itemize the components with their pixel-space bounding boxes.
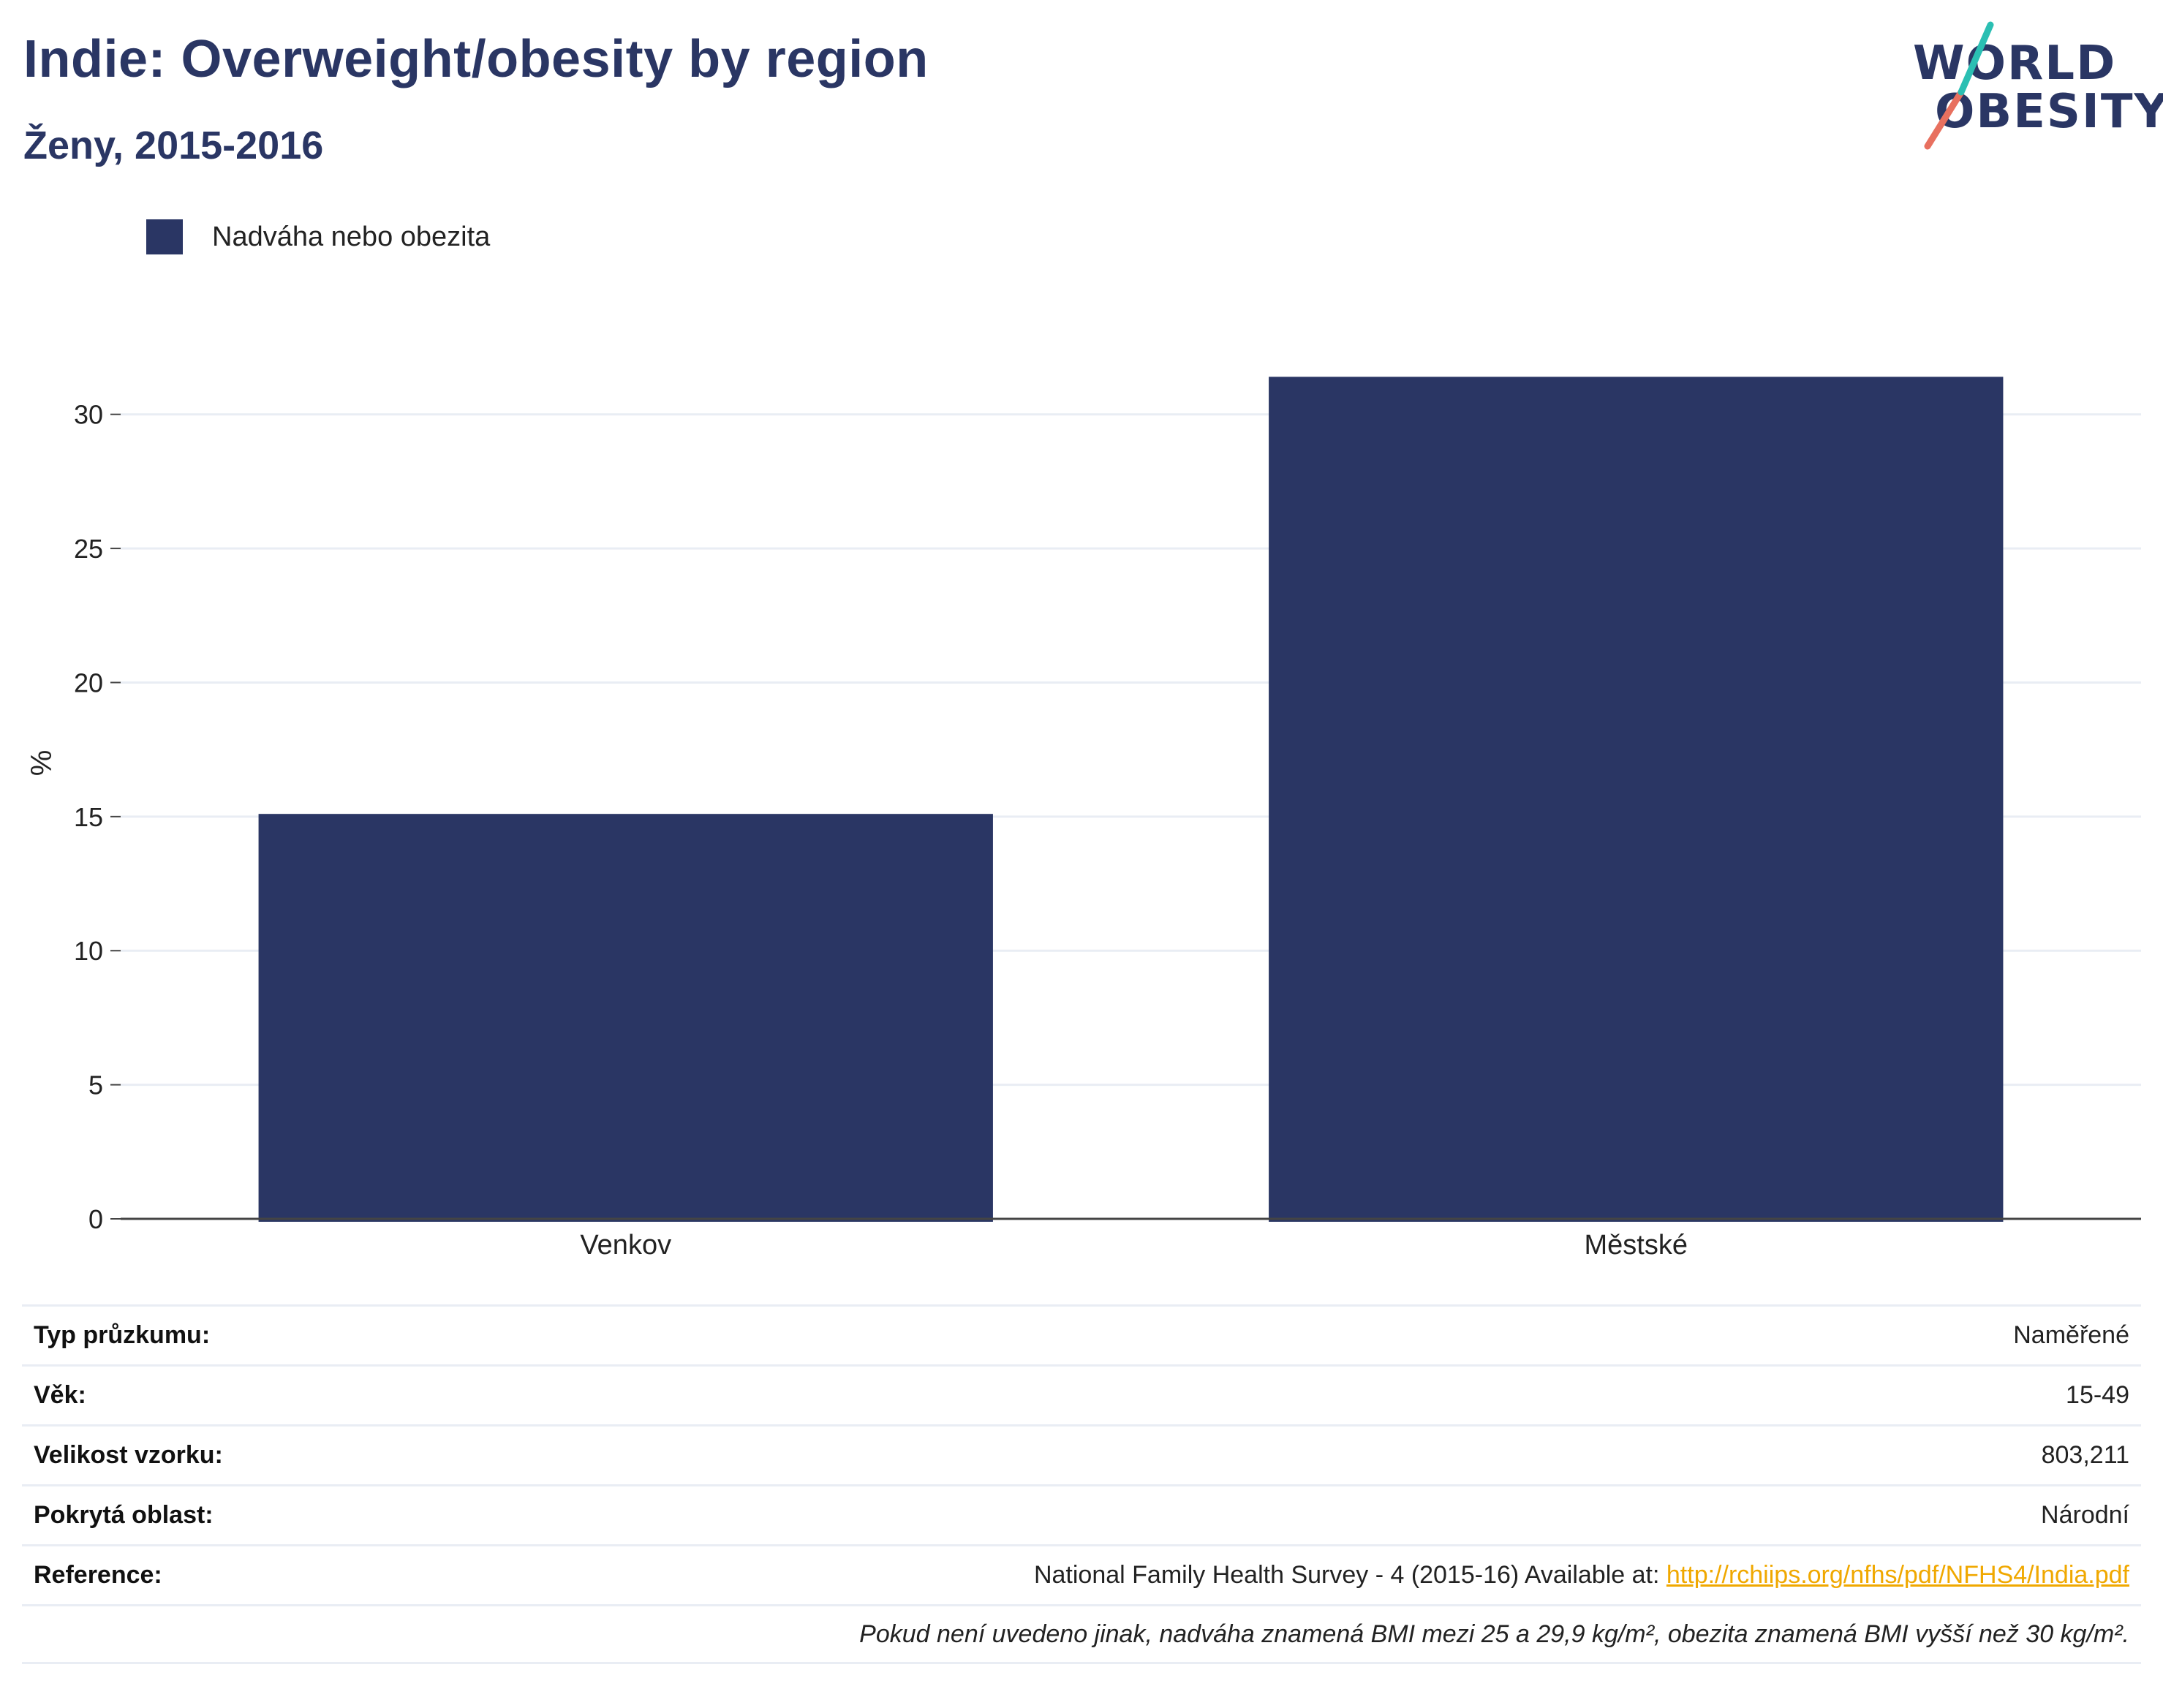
info-value: Národní bbox=[2041, 1501, 2129, 1529]
x-tick-label: Venkov bbox=[580, 1230, 671, 1258]
bar-chart: 0 5 10 15 20 25 30% Venkov Městské bbox=[26, 377, 2141, 1258]
info-row-reference: Reference: National Family Health Survey… bbox=[22, 1544, 2141, 1604]
y-tick-label: 30 bbox=[74, 400, 103, 430]
y-tick-label: 0 bbox=[88, 1204, 103, 1234]
legend-swatch bbox=[146, 219, 183, 254]
chart-legend[interactable]: Nadváha nebo obezita bbox=[146, 216, 490, 257]
info-value: National Family Health Survey - 4 (2015-… bbox=[1034, 1561, 2129, 1590]
reference-text: National Family Health Survey - 4 (2015-… bbox=[1033, 1561, 1666, 1589]
info-row-area-covered: Pokrytá oblast: Národní bbox=[22, 1484, 2141, 1544]
y-tick-label: 25 bbox=[74, 534, 103, 564]
footnote: Pokud není uvedeno jinak, nadváha znamen… bbox=[22, 1604, 2141, 1664]
chart-subtitle: Ženy, 2015-2016 bbox=[23, 124, 324, 167]
bar bbox=[1269, 377, 2004, 1222]
legend-label: Nadváha nebo obezita bbox=[212, 221, 491, 252]
world-obesity-logo: WORLD OBESITY bbox=[1901, 20, 2163, 152]
logo-line-1: WORLD bbox=[1913, 37, 2117, 91]
info-value: 15-49 bbox=[2066, 1381, 2129, 1409]
info-key: Pokrytá oblast: bbox=[34, 1501, 214, 1529]
info-value: 803,211 bbox=[2041, 1441, 2129, 1469]
survey-info-table: Typ průzkumu: Naměřené Věk: 15-49 Veliko… bbox=[22, 1304, 2141, 1664]
logo-line-2: OBESITY bbox=[1935, 85, 2163, 139]
info-row-age: Věk: 15-49 bbox=[22, 1364, 2141, 1424]
reference-link[interactable]: http://rchiips.org/nfhs/pdf/NFHS4/India.… bbox=[1666, 1561, 2129, 1589]
info-key: Typ průzkumu: bbox=[34, 1321, 211, 1349]
y-tick-label: 5 bbox=[88, 1070, 103, 1100]
info-key: Velikost vzorku: bbox=[34, 1441, 223, 1469]
info-key: Věk: bbox=[34, 1381, 86, 1409]
logo-slash-icon bbox=[1924, 21, 1994, 150]
x-tick-label: Městské bbox=[1585, 1230, 1688, 1258]
info-row-survey-type: Typ průzkumu: Naměřené bbox=[22, 1304, 2141, 1364]
y-axis-label: % bbox=[26, 750, 58, 776]
y-tick-label: 20 bbox=[74, 668, 103, 698]
y-tick-label: 15 bbox=[74, 802, 103, 832]
y-tick-label: 10 bbox=[74, 936, 103, 966]
info-row-sample-size: Velikost vzorku: 803,211 bbox=[22, 1424, 2141, 1484]
info-key: Reference: bbox=[34, 1561, 162, 1589]
chart-title: Indie: Overweight/obesity by region bbox=[23, 30, 929, 88]
info-value: Naměřené bbox=[2013, 1321, 2129, 1349]
bar bbox=[258, 814, 993, 1222]
